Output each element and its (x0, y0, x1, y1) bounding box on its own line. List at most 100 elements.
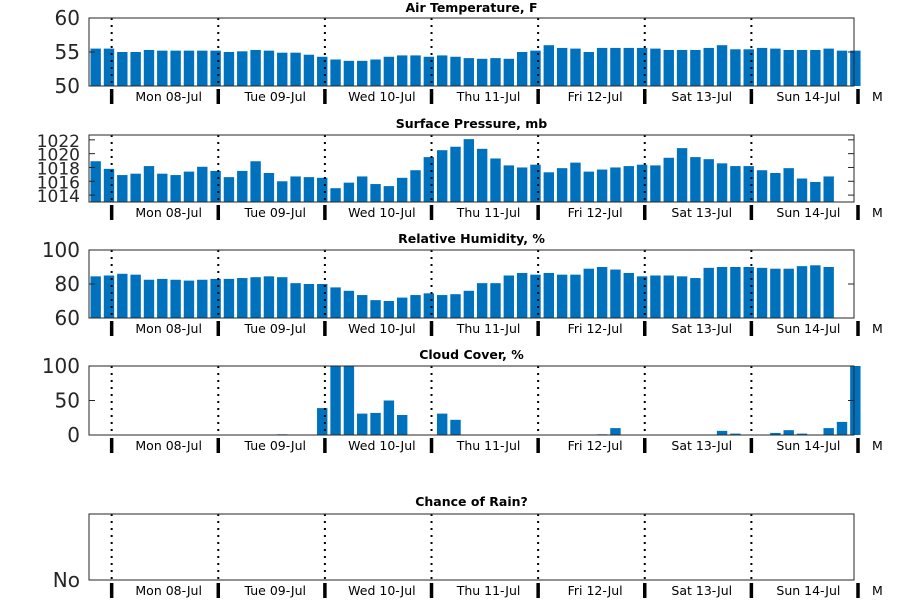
bar (730, 166, 741, 202)
x-tick-label: Sun 14-Jul (776, 583, 840, 598)
bar (730, 49, 741, 86)
bar (676, 49, 688, 86)
axes-frame (88, 513, 855, 581)
bar (237, 51, 248, 86)
bar (476, 283, 488, 318)
bar (543, 45, 554, 86)
y-tick-label: 100 (42, 354, 80, 378)
bar (410, 55, 421, 86)
bar (170, 175, 181, 202)
bar (290, 176, 301, 202)
bar (796, 433, 808, 435)
bar (636, 276, 648, 318)
bar (237, 170, 248, 202)
bar (556, 168, 568, 202)
bar (263, 50, 275, 86)
axes-frame (88, 365, 855, 436)
x-tick-label: Wed 10-Jul (348, 205, 415, 220)
bar (516, 52, 528, 86)
bar (436, 55, 448, 86)
y-tick-label: 1018 (37, 159, 80, 179)
bar (436, 295, 448, 318)
bar (570, 274, 581, 318)
x-tick-label: Tue 09-Jul (244, 205, 307, 220)
x-tick-label: Sun 14-Jul (776, 321, 840, 336)
y-tick-label: 0 (67, 423, 80, 447)
bar (103, 275, 115, 318)
bar (836, 50, 848, 86)
bar (770, 432, 781, 435)
bar (357, 176, 368, 202)
bar (117, 273, 128, 318)
bar (823, 428, 834, 435)
bar (823, 267, 834, 318)
x-tick-label: Sat 13-Jul (671, 583, 732, 598)
bar (490, 283, 501, 318)
x-tick-label: Fri 12-Jul (568, 205, 623, 220)
bar (450, 146, 461, 202)
x-tick-label: M (872, 205, 883, 220)
bar (143, 49, 155, 86)
bar (117, 175, 128, 202)
bar (663, 157, 674, 202)
panel-1: Air Temperature, F Mon 08-Jul Tue 09-Jul We… (55, 0, 883, 104)
bar (503, 275, 515, 318)
bar (796, 178, 808, 202)
panel-5: Chance of Rain? Mon 08-Jul Tue 09-Jul Wed 1… (53, 494, 883, 598)
bar (277, 52, 288, 86)
bar (90, 161, 101, 202)
bar (130, 52, 141, 86)
bar (503, 165, 515, 202)
bar (530, 50, 541, 86)
bar (716, 163, 728, 202)
bar (410, 295, 421, 318)
bar (703, 267, 714, 318)
bar (303, 54, 315, 86)
bar (290, 283, 301, 318)
y-tick-label: 100 (42, 238, 80, 262)
bar (143, 166, 155, 202)
bar (503, 58, 515, 86)
x-tick-label: M (872, 438, 883, 453)
bar (476, 58, 488, 86)
bar (117, 52, 128, 86)
x-tick-label: Thu 11-Jul (456, 583, 521, 598)
bar (730, 267, 741, 318)
bar (810, 49, 821, 86)
axes-frame (88, 134, 855, 203)
bar (410, 170, 421, 202)
bar (476, 148, 488, 202)
bar (317, 408, 328, 435)
bar (357, 295, 368, 318)
bar (263, 276, 275, 318)
bar (836, 421, 848, 435)
bar (636, 47, 648, 86)
bar (330, 59, 341, 86)
y-tick-label: 1022 (37, 132, 80, 152)
x-tick-label: Fri 12-Jul (568, 321, 623, 336)
bar (543, 272, 554, 318)
bar (90, 48, 101, 86)
bar (210, 278, 221, 318)
panel-title: Surface Pressure, mb (396, 116, 548, 131)
y-tick-label: 50 (55, 389, 80, 413)
bar (516, 272, 528, 318)
bar (170, 50, 181, 86)
bar (530, 164, 541, 202)
x-tick-label: Mon 08-Jul (135, 438, 202, 453)
bar (770, 172, 781, 202)
x-tick-label: M (872, 583, 883, 598)
bar (463, 290, 475, 318)
bar (543, 172, 554, 202)
x-tick-label: Sat 13-Jul (671, 205, 732, 220)
bar (370, 184, 381, 202)
bar (317, 177, 328, 202)
bar (850, 366, 861, 435)
bar (783, 168, 794, 202)
bar (690, 49, 701, 86)
bar (383, 301, 395, 318)
bar (610, 47, 621, 86)
bar (343, 366, 355, 435)
bar (663, 275, 674, 318)
